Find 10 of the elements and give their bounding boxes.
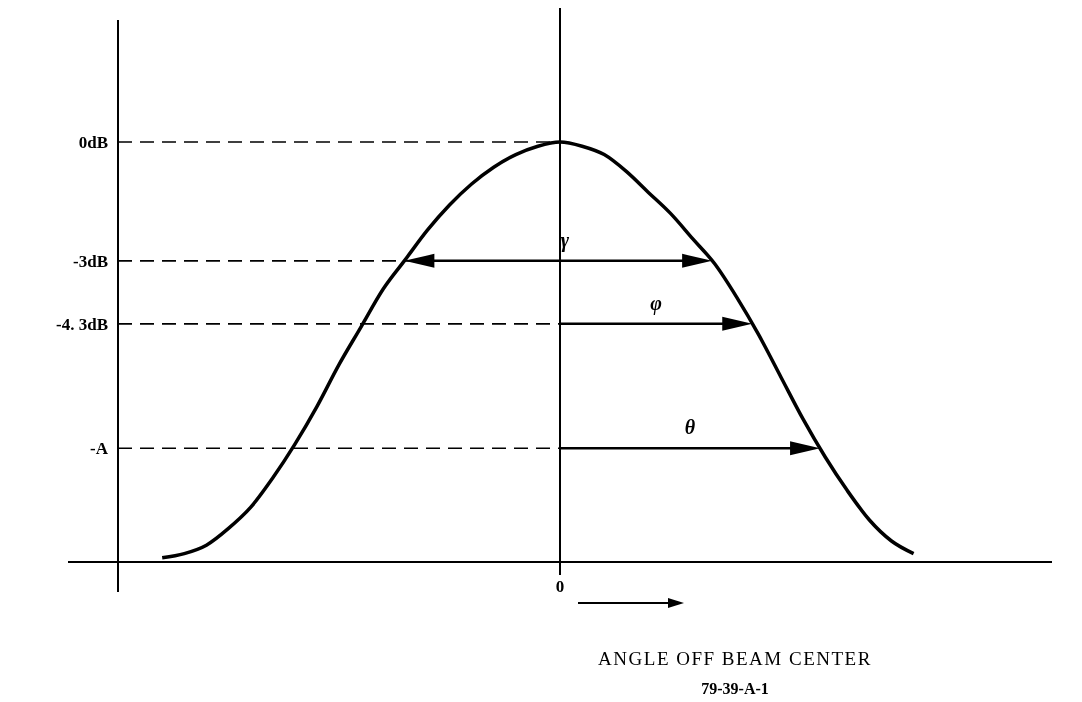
annotation: θ (684, 416, 696, 439)
annotation: γ (560, 228, 570, 252)
ref-line-label: 0dB (78, 133, 108, 152)
text: 79-39-A-1 (701, 680, 769, 697)
x-axis-title: ANGLE OFF BEAM CENTER (598, 648, 872, 669)
ref-line-label: -3dB (73, 251, 108, 271)
annotation: φ (650, 291, 662, 315)
ref-line-label: -4. 3dB (56, 314, 108, 334)
ref-line-label: -A (90, 439, 109, 459)
text: 0 (555, 577, 565, 596)
